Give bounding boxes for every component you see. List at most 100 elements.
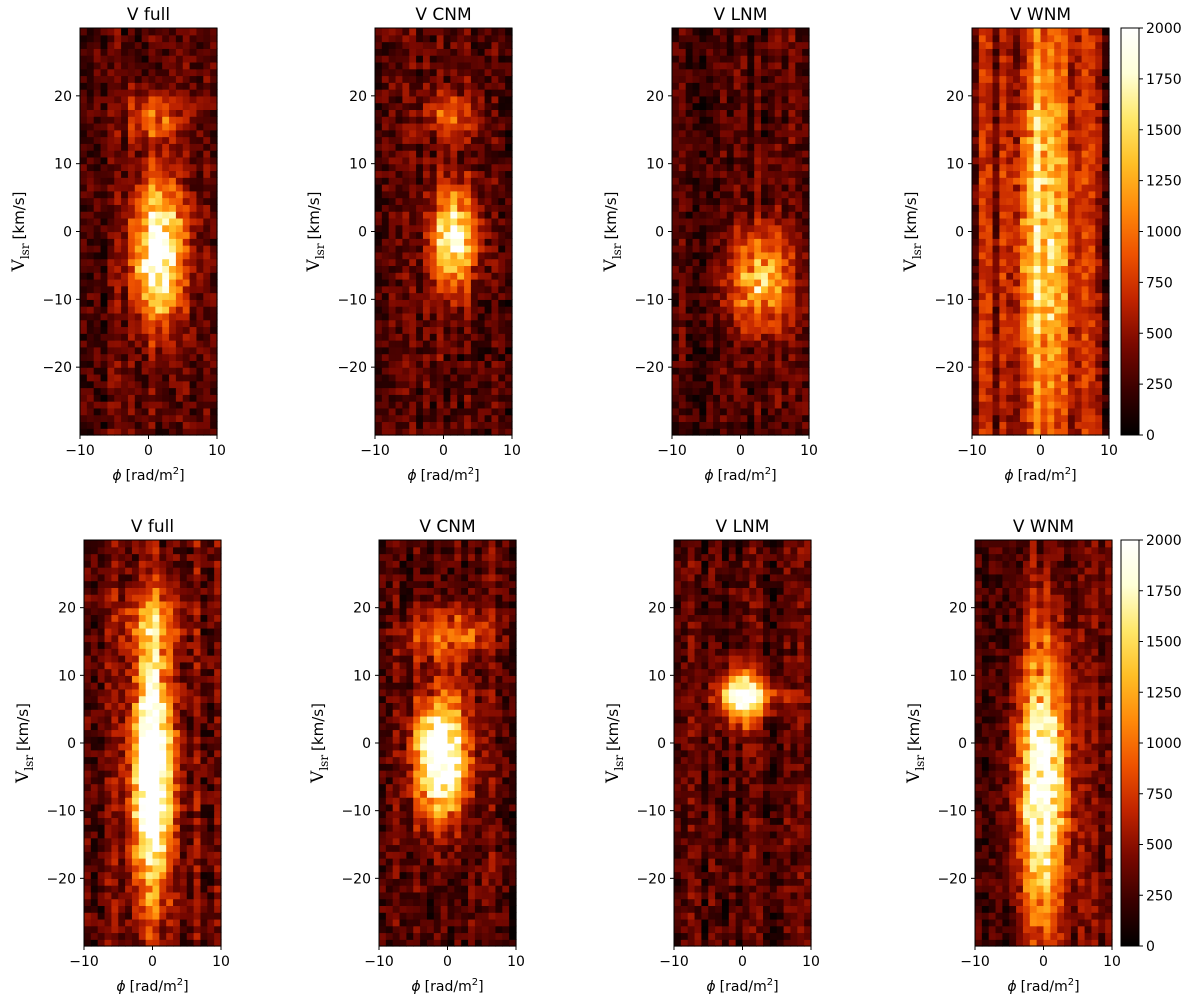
y-tick-label: 10 [58,668,76,684]
y-tick-label: −10 [937,804,967,820]
y-tick-label: −10 [46,804,76,820]
panel-top-4: V WNM −10 0 10 −20 −10 0 10 20 ϕ [rad/m2] Vlsr[km/s… [901,5,1182,484]
heatmap-cells [80,28,218,436]
y-tick-label: 20 [648,601,666,617]
y-tick-label: −10 [337,292,367,308]
y-tick-label: −10 [42,292,72,308]
y-tick-label: 0 [358,225,367,241]
y-tick-label: 10 [353,668,371,684]
y-tick-label: 10 [54,157,72,173]
x-axis-label: ϕ [rad/m2] [1007,977,1079,995]
y-axis-label: Vlsr[km/s] [308,703,331,784]
panel-bottom-4: V WNM −10 0 10 −20 −10 0 10 20 ϕ [rad/m2] Vlsr[km/s… [904,517,1182,995]
x-tick-label: −10 [364,954,394,970]
panel-top-3: V LNM −10 0 10 −20 −10 0 10 20 ϕ [rad/m2] Vlsr[km/s… [601,5,818,484]
x-tick-label: 10 [212,954,230,970]
x-tick-label: 0 [738,954,747,970]
panel-title: V WNM [1013,517,1074,537]
y-tick-label: 0 [63,225,72,241]
y-tick-label: −20 [937,871,967,887]
panel-title: V CNM [419,517,475,537]
y-tick-label: 0 [67,736,76,752]
y-tick-label: 0 [955,225,964,241]
y-tick-label: 0 [657,736,666,752]
x-tick-label: −10 [65,443,95,459]
x-tick-label: −10 [360,443,390,459]
x-axis-label: ϕ [rad/m2] [706,977,778,995]
x-tick-label: 0 [736,443,745,459]
colorbar-tick-label: 1750 [1146,72,1182,88]
x-tick-label: −10 [657,443,687,459]
colorbar-tick-label: 0 [1146,428,1155,444]
y-tick-label: 20 [949,601,967,617]
x-tick-label: 0 [148,954,157,970]
panel-title: V LNM [716,517,770,537]
panel-bottom-1: V full −10 0 10 −20 −10 0 10 20 ϕ [rad/m2] Vlsr[km/… [13,517,230,995]
x-tick-label: 0 [1039,954,1048,970]
panel-bottom-3: V LNM −10 0 10 −20 −10 0 10 20 ϕ [rad/m2] Vlsr[km/s… [603,517,820,995]
colorbar-tick-label: 500 [1146,326,1173,342]
colorbar-tick-label: 750 [1146,787,1173,803]
x-axis-label: ϕ [rad/m2] [112,466,184,484]
colorbar-tick-label: 2000 [1146,533,1182,549]
x-axis-label: ϕ [rad/m2] [116,977,188,995]
colorbar-tick-label: 1250 [1146,685,1182,701]
x-tick-label: 10 [1100,443,1118,459]
x-axis-label: ϕ [rad/m2] [704,466,776,484]
heatmap-cells [379,540,517,947]
y-tick-label: −10 [634,292,664,308]
y-tick-label: −20 [634,360,664,376]
panel-bottom-2: V CNM −10 0 10 −20 −10 0 10 20 ϕ [rad/m2] Vlsr[km/s… [308,517,525,995]
panel-title: V CNM [415,5,471,25]
x-tick-label: 0 [1036,443,1045,459]
x-tick-label: −10 [69,954,99,970]
y-tick-label: 10 [349,157,367,173]
y-tick-label: −10 [636,804,666,820]
y-tick-label: 20 [353,601,371,617]
x-axis-label: ϕ [rad/m2] [411,977,483,995]
panel-title: V full [127,5,170,25]
colorbar-tick-label: 250 [1146,888,1173,904]
x-tick-label: 10 [1103,954,1121,970]
colorbar-gradient [1121,540,1139,946]
colorbar-tick-label: 1250 [1146,174,1182,190]
colorbar-top: 0 250 500 750 1000 1250 1500 1750 2000 [1120,21,1182,444]
x-tick-label: −10 [957,443,987,459]
x-tick-label: 10 [802,954,820,970]
colorbar-tick-label: 2000 [1146,21,1182,37]
y-tick-label: 20 [946,89,964,105]
y-axis-label: Vlsr[km/s] [9,192,32,273]
x-tick-label: −10 [659,954,689,970]
colorbar-tick-label: 750 [1146,275,1173,291]
y-tick-label: −20 [337,360,367,376]
y-tick-label: −20 [42,360,72,376]
colorbar-tick-label: 500 [1146,838,1173,854]
panel-title: V full [131,517,174,537]
y-tick-label: 0 [655,225,664,241]
x-tick-label: 10 [800,443,818,459]
x-tick-label: 0 [144,443,153,459]
y-tick-label: 20 [349,89,367,105]
heatmap-cells [972,28,1110,436]
panel-top-2: V CNM −10 0 10 −20 −10 0 10 20 ϕ [rad/m2] Vlsr[km/s… [304,5,521,484]
x-tick-label: −10 [960,954,990,970]
panel-title: V WNM [1010,5,1071,25]
y-tick-label: 20 [646,89,664,105]
colorbar-gradient [1121,28,1139,435]
y-axis-label: Vlsr[km/s] [901,192,924,273]
y-tick-label: −20 [636,871,666,887]
colorbar-tick-label: 1500 [1146,123,1182,139]
heatmap-cells [672,28,810,436]
y-axis-label: Vlsr[km/s] [13,703,36,784]
panel-title: V LNM [714,5,768,25]
x-tick-label: 10 [208,443,226,459]
y-tick-label: 10 [946,157,964,173]
colorbar-tick-label: 1000 [1146,736,1182,752]
colorbar-tick-label: 0 [1146,939,1155,955]
y-tick-label: 10 [646,157,664,173]
x-tick-label: 0 [443,954,452,970]
colorbar-tick-label: 1000 [1146,225,1182,241]
y-tick-label: 0 [958,736,967,752]
y-tick-label: −10 [934,292,964,308]
colorbar-tick-label: 1500 [1146,635,1182,651]
